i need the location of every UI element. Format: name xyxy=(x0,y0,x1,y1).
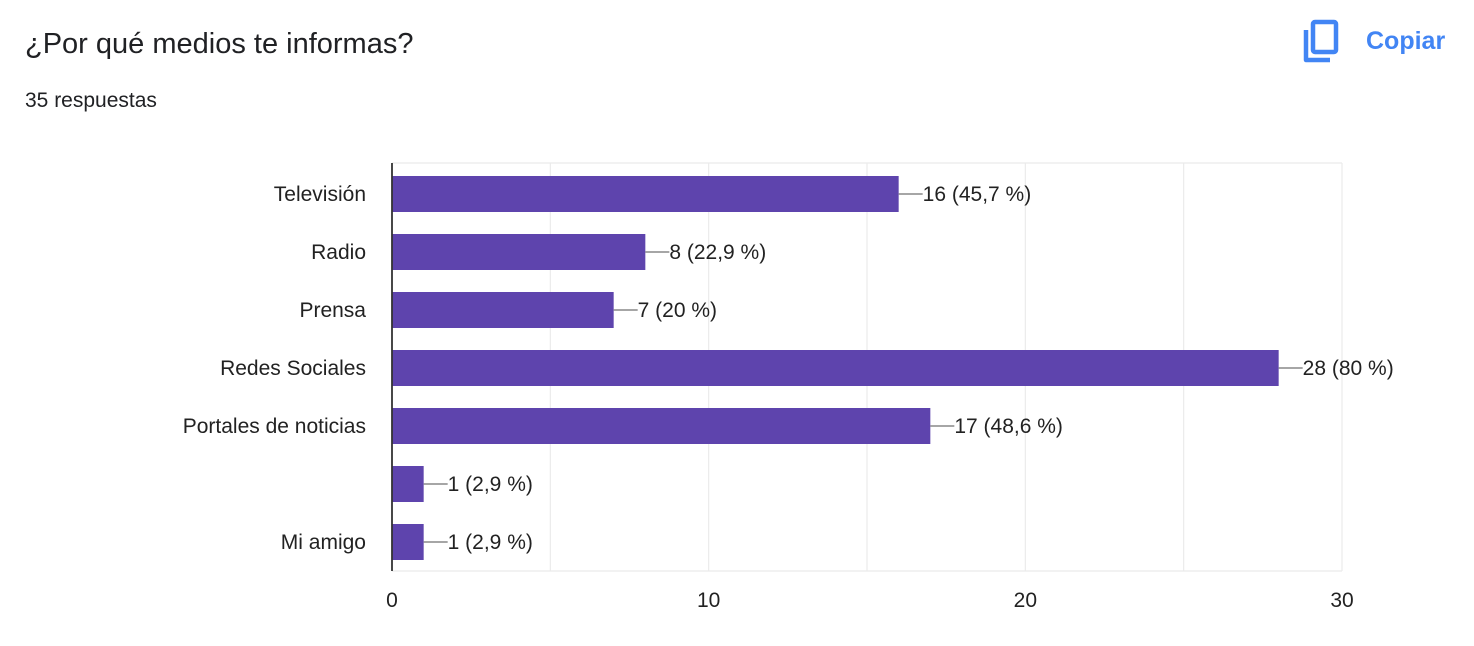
x-tick-label: 10 xyxy=(697,589,720,612)
data-label: 1 (2,9 %) xyxy=(448,473,533,496)
category-label: Prensa xyxy=(299,299,366,322)
data-label: 7 (20 %) xyxy=(638,299,717,322)
bar xyxy=(392,292,614,328)
x-tick-label: 0 xyxy=(386,589,398,612)
copy-button[interactable]: Copiar xyxy=(1302,18,1445,64)
question-title: ¿Por qué medios te informas? xyxy=(25,28,414,60)
category-label: Mi amigo xyxy=(281,531,366,554)
x-tick-label: 30 xyxy=(1330,589,1353,612)
bar xyxy=(392,408,931,444)
bar xyxy=(392,176,899,212)
bar xyxy=(392,350,1279,386)
data-label: 28 (80 %) xyxy=(1303,357,1394,380)
data-label: 17 (48,6 %) xyxy=(954,415,1063,438)
category-label: Radio xyxy=(311,241,366,264)
copy-label: Copiar xyxy=(1366,26,1446,55)
bar xyxy=(392,466,424,502)
x-tick-label: 20 xyxy=(1014,589,1037,612)
response-count: 35 respuestas xyxy=(25,89,157,112)
category-label: Redes Sociales xyxy=(220,357,366,380)
data-label: 16 (45,7 %) xyxy=(923,183,1032,206)
data-label: 1 (2,9 %) xyxy=(448,531,533,554)
data-label: 8 (22,9 %) xyxy=(669,241,766,264)
category-label: Portales de noticias xyxy=(183,415,366,438)
bar xyxy=(392,524,424,560)
copy-icon xyxy=(1303,19,1339,63)
bar xyxy=(392,234,646,270)
category-label: Televisión xyxy=(274,183,366,206)
